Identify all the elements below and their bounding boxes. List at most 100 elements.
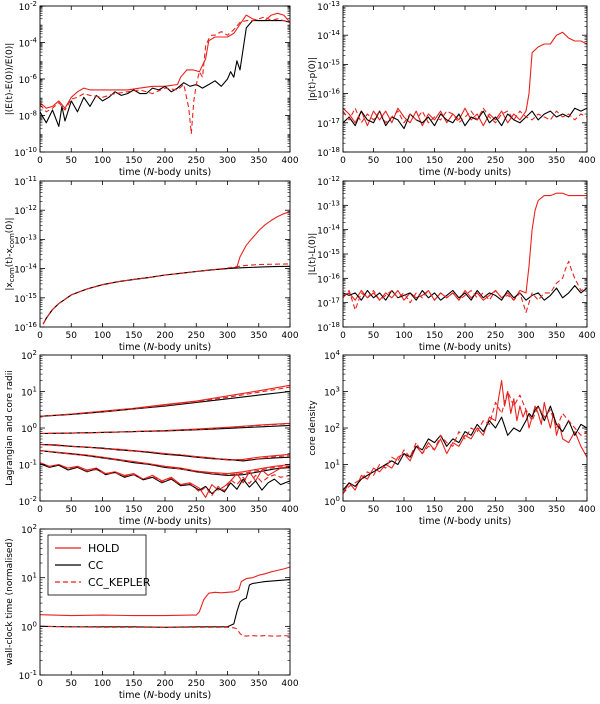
plot-frame (342, 5, 588, 153)
x-tick-label: 400 (281, 679, 298, 689)
y-tick-label: 10-8 (19, 110, 37, 123)
series-group (40, 384, 290, 498)
y-tick-label: 10-10 (14, 146, 37, 159)
x-tick-label: 350 (250, 679, 267, 689)
series-cc-line (343, 405, 587, 491)
series-cc-kepler-line (40, 625, 290, 637)
x-tick-label: 200 (456, 505, 473, 515)
x-tick-label: 50 (66, 331, 78, 341)
x-tick-label: 150 (426, 505, 443, 515)
series-group (343, 380, 587, 495)
y-tick-label: 10-12 (14, 204, 37, 217)
x-tick-label: 100 (94, 156, 111, 166)
y-tick-label: 10-15 (317, 58, 340, 71)
y-tick-label: 100 (21, 620, 37, 633)
x-tick-label: 250 (188, 679, 205, 689)
x-tick-label: 50 (368, 331, 380, 341)
plot-frame (39, 5, 291, 153)
y-tick-label: 10-14 (317, 29, 340, 42)
plot-frame (342, 180, 588, 328)
y-tick-label: 10-1 (19, 459, 37, 472)
series-cc-kepler-line-core (40, 462, 290, 497)
series-group (343, 192, 587, 313)
x-tick-label: 350 (548, 505, 565, 515)
x-tick-label: 200 (156, 331, 173, 341)
panel-core-density: 0 50 100 150 200 250 300 350 400 100 101 102 103 104 t… (308, 349, 596, 527)
y-tick-label: 10-15 (14, 292, 37, 305)
x-tick-label: 100 (395, 331, 412, 341)
x-tick-label: 150 (125, 331, 142, 341)
y-axis-label: |L(t)-L(0)| (308, 233, 318, 276)
x-tick-label: 0 (340, 505, 346, 515)
series-cc-line (40, 20, 290, 127)
y-tick-label: 10-6 (19, 73, 38, 86)
y-tick-label: 102 (21, 523, 37, 536)
y-tick-label: 10-18 (317, 321, 340, 334)
x-tick-label: 0 (37, 331, 43, 341)
plot-frame (342, 354, 588, 502)
x-tick-label: 150 (125, 156, 142, 166)
series-hold-line (343, 380, 587, 494)
y-tick-label: 10-14 (14, 263, 37, 276)
series-group (343, 31, 587, 130)
x-tick-label: 200 (156, 156, 173, 166)
legend: HOLD CC CC_KEPLER (47, 534, 151, 596)
y-tick-label: 100 (21, 422, 37, 435)
series-hold-line-r90 (40, 384, 290, 417)
x-tick-label: 0 (37, 679, 43, 689)
plot-frame (39, 180, 291, 328)
x-tick-label: 0 (37, 156, 43, 166)
series-group (40, 12, 290, 135)
y-tick-label: 103 (324, 386, 340, 399)
x-tick-label: 400 (578, 505, 595, 515)
plot-frame (39, 528, 291, 676)
x-tick-label: 250 (487, 331, 504, 341)
y-tick-label: 10-15 (317, 248, 340, 261)
x-tick-label: 0 (340, 331, 346, 341)
series-cc-line (343, 107, 587, 130)
x-axis-label: time (N-body units) (119, 167, 211, 178)
x-tick-label: 0 (37, 505, 43, 515)
y-tick-label: 10-18 (317, 146, 340, 159)
x-tick-label: 150 (426, 156, 443, 166)
x-tick-label: 300 (517, 505, 534, 515)
x-tick-label: 400 (281, 156, 298, 166)
y-axis-label: wall-clock time (normalised) (5, 538, 15, 665)
y-tick-label: 10-2 (19, 0, 37, 13)
panel-lagrangian: 0 50 100 150 200 250 300 350 400 10-2 10-1 100 101 10… (5, 349, 299, 527)
series-cc-kepler-line (40, 16, 290, 135)
x-tick-label: 50 (368, 505, 380, 515)
y-tick-label: 10-17 (317, 297, 340, 310)
x-axis-label: time (N-body units) (419, 167, 511, 178)
y-tick-label: 10-14 (317, 224, 340, 237)
series-hold-line (40, 12, 290, 109)
y-tick-label: 104 (324, 349, 340, 362)
legend-label-cc: CC (88, 559, 104, 572)
x-axis-label: time (N-body units) (119, 690, 211, 701)
x-tick-label: 350 (250, 156, 267, 166)
x-tick-label: 150 (426, 331, 443, 341)
x-tick-label: 300 (219, 331, 236, 341)
y-tick-label: 102 (324, 422, 340, 435)
x-tick-label: 300 (517, 331, 534, 341)
y-tick-label: 10-2 (19, 495, 37, 508)
x-tick-label: 400 (578, 156, 595, 166)
x-tick-label: 250 (188, 156, 205, 166)
y-axis-label: Lagrangian and core radii (5, 370, 15, 486)
x-tick-label: 250 (487, 505, 504, 515)
series-hold-line (343, 192, 587, 301)
y-axis-label: |p(t)-p(0)| (308, 57, 318, 101)
series-cc-line-r90 (40, 390, 290, 417)
y-tick-label: 101 (324, 459, 340, 472)
x-tick-label: 300 (517, 156, 534, 166)
x-tick-label: 200 (156, 505, 173, 515)
x-tick-label: 200 (156, 679, 173, 689)
x-tick-label: 250 (188, 505, 205, 515)
x-tick-label: 0 (340, 156, 346, 166)
y-tick-label: 101 (21, 572, 37, 585)
x-tick-label: 200 (456, 156, 473, 166)
y-tick-label: 10-17 (317, 117, 340, 130)
y-tick-label: 10-16 (14, 321, 37, 334)
y-axis-label: |(E(t)-E(0))/E(0)| (5, 43, 15, 115)
